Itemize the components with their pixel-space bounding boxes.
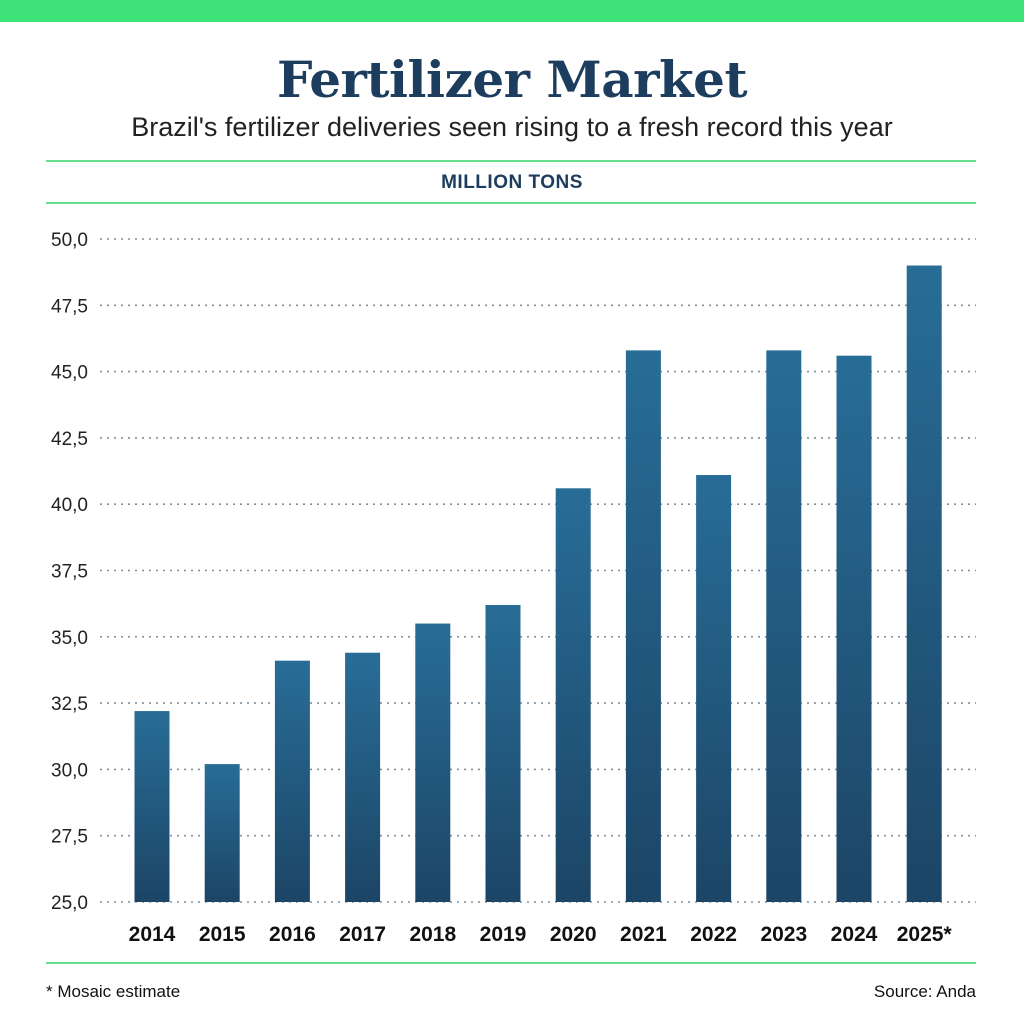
bar-2021 bbox=[625, 350, 661, 902]
x-tick-label: 2020 bbox=[550, 923, 597, 946]
bar-2017 bbox=[345, 652, 381, 902]
bar-2016 bbox=[274, 660, 310, 902]
x-tick-label: 2021 bbox=[620, 923, 667, 946]
y-tick-label: 40,0 bbox=[51, 495, 88, 516]
y-tick-label: 42,5 bbox=[51, 429, 88, 450]
top-accent-band bbox=[0, 0, 1024, 22]
divider-under-unit bbox=[46, 202, 976, 204]
bar-2020 bbox=[555, 488, 591, 902]
x-tick-label: 2025* bbox=[897, 923, 953, 946]
bar-2023 bbox=[766, 350, 802, 902]
y-tick-label: 50,0 bbox=[51, 230, 88, 251]
bar-2025 bbox=[906, 265, 942, 902]
bar-2015 bbox=[204, 764, 240, 902]
chart-title: Fertilizer Market bbox=[276, 50, 748, 109]
bar-2022 bbox=[696, 475, 732, 902]
x-tick-label: 2024 bbox=[831, 923, 878, 946]
x-axis-ticks: 2014 2015 2016 2017 2018 2019 2020 2021 2022 2023… bbox=[129, 923, 953, 946]
y-tick-label: 35,0 bbox=[51, 628, 88, 649]
source-credit: Source: Anda bbox=[873, 982, 976, 1001]
y-tick-label: 30,0 bbox=[51, 760, 88, 781]
footnote: * Mosaic estimate bbox=[46, 982, 181, 1001]
divider-bottom bbox=[46, 962, 976, 964]
x-tick-label: 2015 bbox=[199, 923, 246, 946]
chart-subtitle: Brazil's fertilizer deliveries seen risi… bbox=[131, 112, 893, 142]
y-tick-label: 25,0 bbox=[51, 893, 88, 914]
x-tick-label: 2019 bbox=[480, 923, 527, 946]
y-tick-label: 47,5 bbox=[51, 296, 88, 317]
y-tick-label: 37,5 bbox=[51, 562, 88, 583]
bar-2024 bbox=[836, 355, 872, 902]
x-tick-label: 2023 bbox=[760, 923, 807, 946]
y-tick-label: 32,5 bbox=[51, 694, 88, 715]
bar-2019 bbox=[485, 604, 521, 902]
x-tick-label: 2017 bbox=[339, 923, 386, 946]
x-tick-label: 2018 bbox=[409, 923, 456, 946]
x-tick-label: 2014 bbox=[129, 923, 176, 946]
y-axis-ticks: 25,0 27,5 30,0 32,5 35,0 37,5 40,0 42,5 45,0 47,5… bbox=[51, 230, 88, 914]
x-tick-label: 2016 bbox=[269, 923, 316, 946]
y-tick-label: 45,0 bbox=[51, 363, 88, 384]
divider-top bbox=[46, 160, 976, 162]
x-tick-label: 2022 bbox=[690, 923, 737, 946]
unit-label: MILLION TONS bbox=[441, 172, 583, 193]
bars bbox=[134, 265, 942, 902]
bar-2018 bbox=[415, 623, 451, 902]
bar-2014 bbox=[134, 711, 170, 902]
y-tick-label: 27,5 bbox=[51, 827, 88, 848]
